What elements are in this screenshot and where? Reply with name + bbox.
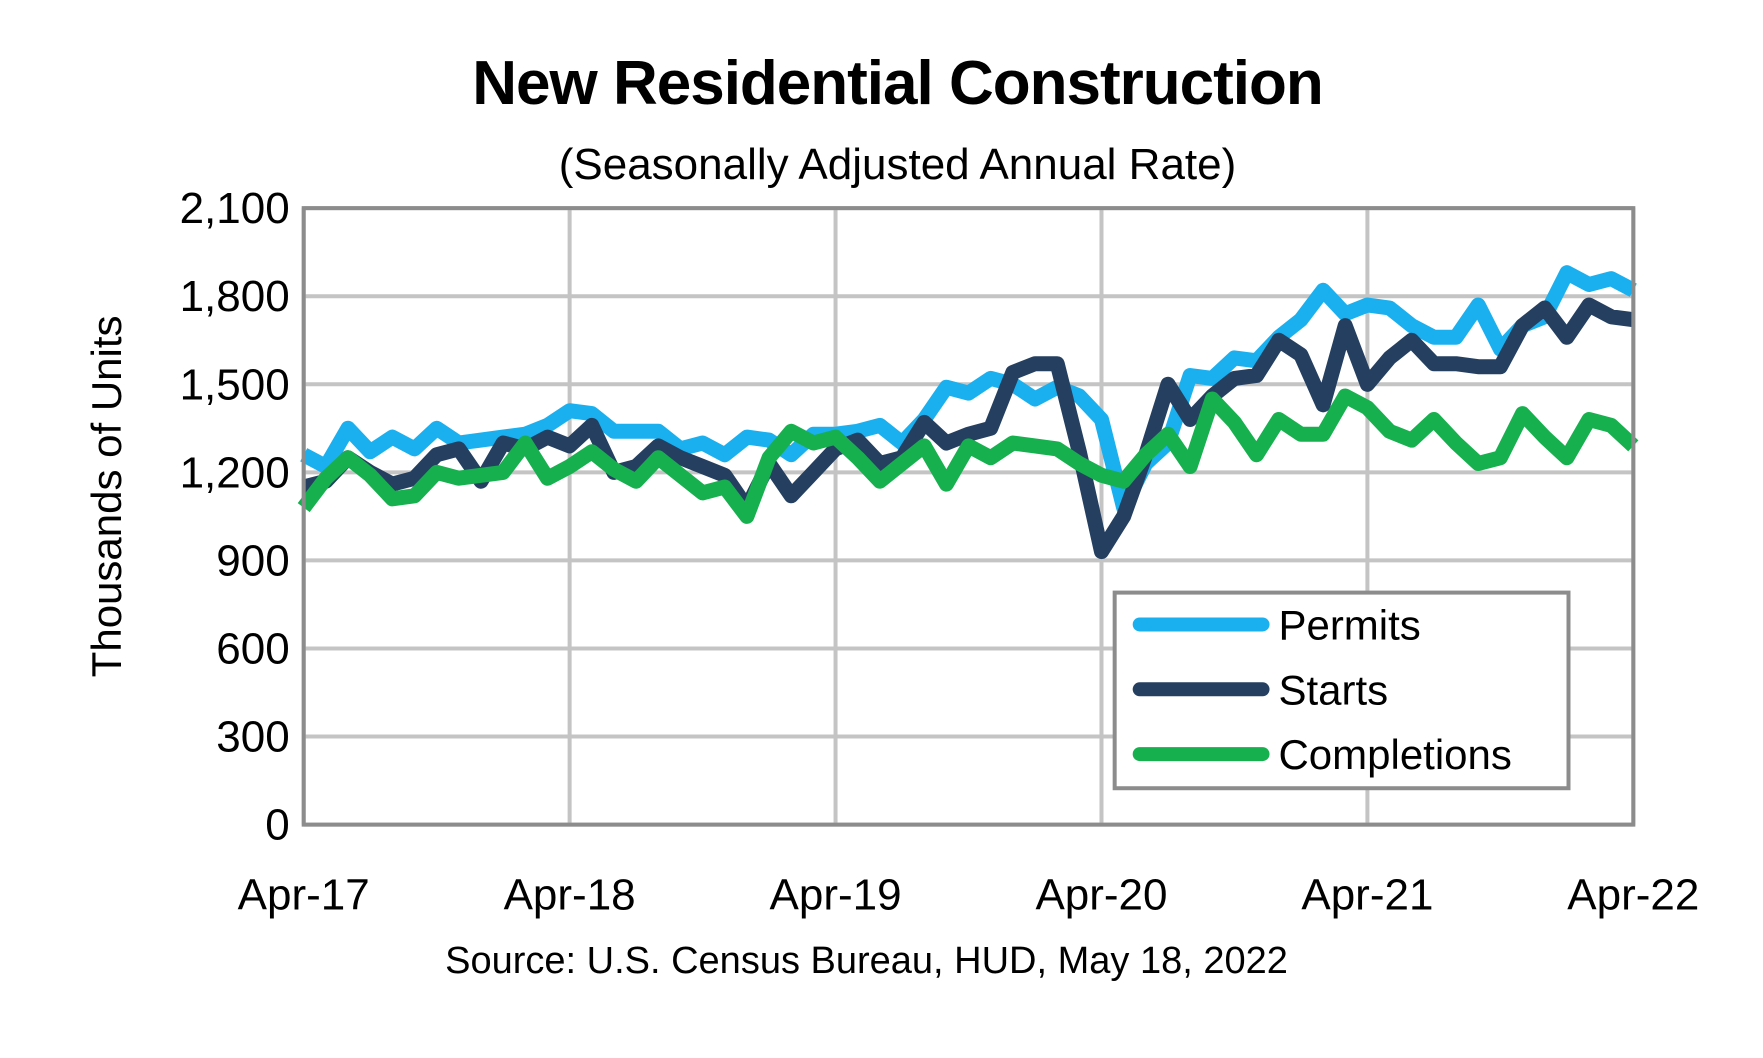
y-tick-label: 0 — [265, 801, 289, 850]
series-line-permits — [300, 265, 1637, 516]
x-tick-label: Apr-19 — [770, 871, 902, 920]
series-lines — [297, 265, 1639, 560]
y-tick-label: 2,100 — [180, 184, 290, 233]
y-tick-label: 300 — [216, 713, 289, 762]
chart-source: Source: U.S. Census Bureau, HUD, May 18,… — [445, 940, 1288, 982]
y-axis-label: Thousands of Units — [83, 315, 130, 677]
x-tick-label: Apr-18 — [504, 871, 636, 920]
x-tick-label: Apr-20 — [1035, 871, 1167, 920]
legend-label-permits: Permits — [1278, 601, 1420, 648]
x-axis-ticks: Apr-17 Apr-18 Apr-19 Apr-20 Apr-21 Apr-22 — [238, 871, 1700, 920]
chart-title: New Residential Construction — [472, 49, 1323, 118]
legend: Permits Starts Completions — [1112, 590, 1571, 791]
y-tick-label: 1,200 — [180, 448, 290, 497]
x-tick-label: Apr-22 — [1567, 871, 1699, 920]
y-tick-label: 900 — [216, 536, 289, 585]
x-tick-label: Apr-21 — [1301, 871, 1433, 920]
chart-subtitle: (Seasonally Adjusted Annual Rate) — [558, 140, 1237, 189]
plot-frame — [301, 206, 1636, 827]
legend-label-completions: Completions — [1278, 731, 1511, 778]
y-tick-label: 1,800 — [180, 272, 290, 321]
x-tick-label: Apr-17 — [238, 871, 370, 920]
y-axis-ticks: 0 300 600 900 1,200 1,500 1,800 2,100 — [180, 184, 290, 849]
y-tick-label: 1,500 — [180, 360, 290, 409]
series-line-completions — [297, 388, 1639, 524]
legend-label-starts: Starts — [1278, 666, 1388, 713]
y-tick-label: 600 — [216, 624, 289, 673]
